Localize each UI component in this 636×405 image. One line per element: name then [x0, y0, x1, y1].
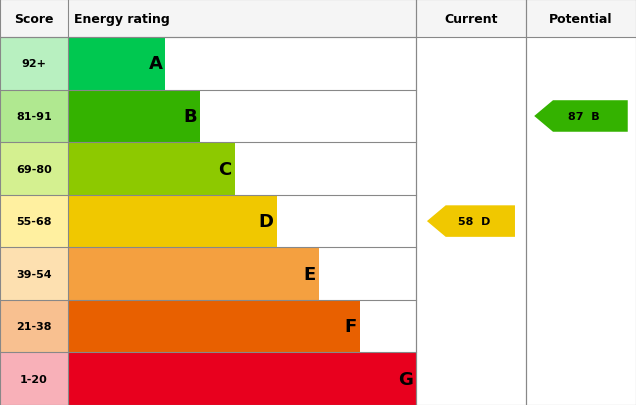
Bar [0, 248, 68, 300]
Text: E: E [303, 265, 315, 283]
Text: 87  B: 87 B [568, 112, 600, 122]
Text: 69-80: 69-80 [16, 164, 52, 174]
Text: A: A [148, 55, 162, 73]
Text: G: G [398, 370, 413, 388]
Bar [0, 38, 68, 90]
Text: 58  D: 58 D [457, 217, 490, 226]
Text: Potential: Potential [550, 13, 612, 26]
Bar [68, 143, 235, 195]
Text: D: D [259, 213, 273, 230]
Text: Current: Current [444, 13, 498, 26]
Text: 1-20: 1-20 [20, 374, 48, 384]
Polygon shape [534, 101, 628, 132]
Bar [68, 248, 319, 300]
Bar [0, 300, 68, 353]
Bar [68, 38, 165, 90]
Text: C: C [219, 160, 232, 178]
Bar [68, 353, 416, 405]
Text: 21-38: 21-38 [17, 322, 52, 331]
Bar [0, 143, 68, 195]
Bar [68, 90, 200, 143]
Text: 92+: 92+ [22, 59, 46, 69]
Bar [0, 195, 68, 248]
Text: 55-68: 55-68 [17, 217, 52, 226]
Bar [0, 353, 68, 405]
Text: Energy rating: Energy rating [74, 13, 170, 26]
Bar [68, 195, 277, 248]
Text: 39-54: 39-54 [16, 269, 52, 279]
Bar [0, 90, 68, 143]
Polygon shape [427, 206, 515, 237]
Text: Score: Score [14, 13, 54, 26]
Text: F: F [345, 318, 357, 335]
Text: B: B [183, 108, 197, 126]
Bar [0, 0, 636, 38]
Bar [68, 300, 360, 353]
Text: 81-91: 81-91 [16, 112, 52, 122]
